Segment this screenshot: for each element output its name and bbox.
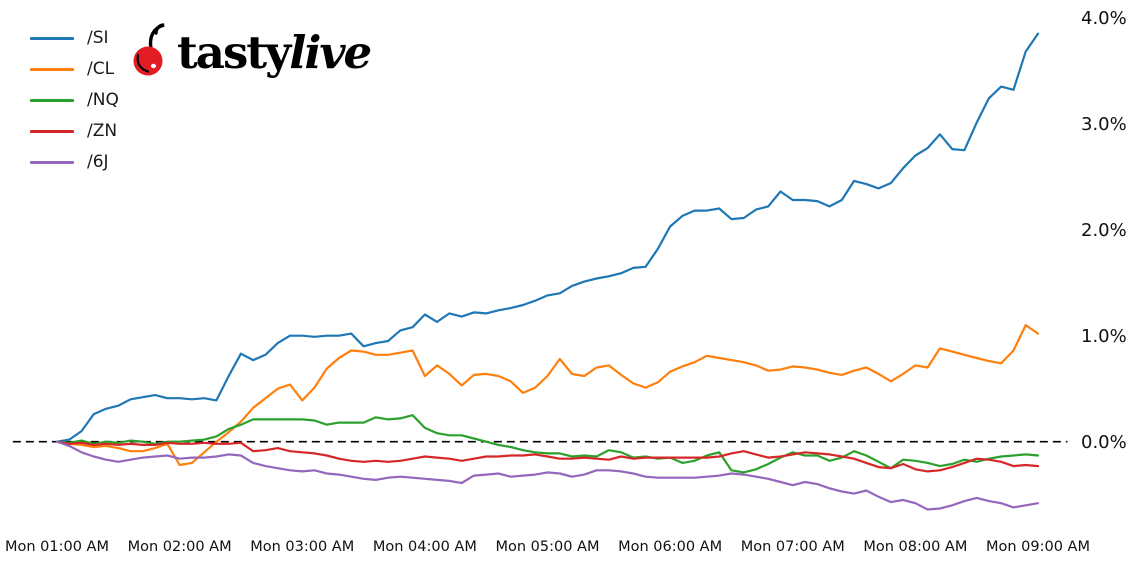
legend-item-nq: /NQ <box>30 85 119 116</box>
x-tick-label: Mon 05:00 AM <box>495 539 599 555</box>
y-tick-label: 4.0% <box>1081 8 1127 29</box>
legend-item-cl: /CL <box>30 54 119 85</box>
y-tick-label: 0.0% <box>1081 432 1127 453</box>
y-tick-label: 3.0% <box>1081 114 1127 135</box>
y-tick-label: 2.0% <box>1081 220 1127 241</box>
tastylive-logo: tastylive <box>131 21 372 77</box>
legend-label-zn: /ZN <box>87 121 118 141</box>
legend-label-cl: /CL <box>87 59 115 79</box>
legend-line-swatch-cl <box>30 68 74 71</box>
legend-line-swatch-si <box>30 37 74 40</box>
cherry-icon <box>133 23 165 76</box>
legend-label-nq: /NQ <box>87 90 119 110</box>
legend-line-swatch-nq <box>30 99 74 102</box>
x-tick-label: Mon 03:00 AM <box>250 539 354 555</box>
series-line-cl <box>55 324 1040 467</box>
y-tick-label: 1.0% <box>1081 326 1127 347</box>
logo-text-italic: live <box>289 26 372 79</box>
x-tick-label: Mon 04:00 AM <box>373 539 477 555</box>
series-line-6j <box>55 440 1040 511</box>
legend-label-6j: /6J <box>87 152 109 172</box>
legend-line-swatch-6j <box>30 161 74 164</box>
x-tick-label: Mon 02:00 AM <box>128 539 232 555</box>
legend-label-si: /SI <box>87 28 109 48</box>
legend-item-6j: /6J <box>30 147 119 178</box>
legend-item-si: /SI <box>30 23 119 54</box>
x-tick-label: Mon 08:00 AM <box>863 539 967 555</box>
legend-line-swatch-zn <box>30 130 74 133</box>
x-tick-label: Mon 01:00 AM <box>5 539 109 555</box>
legend: /SI /CL /NQ /ZN /6J <box>30 23 119 178</box>
x-tick-label: Mon 06:00 AM <box>618 539 722 555</box>
legend-item-zn: /ZN <box>30 116 119 147</box>
series-line-nq <box>55 414 1040 474</box>
series-line-si <box>55 32 1040 443</box>
x-tick-label: Mon 07:00 AM <box>741 539 845 555</box>
series-line-zn <box>55 440 1040 473</box>
x-tick-label: Mon 09:00 AM <box>986 539 1090 555</box>
logo-wordmark: tastylive <box>177 30 372 75</box>
logo-text-regular: tasty <box>177 26 291 79</box>
